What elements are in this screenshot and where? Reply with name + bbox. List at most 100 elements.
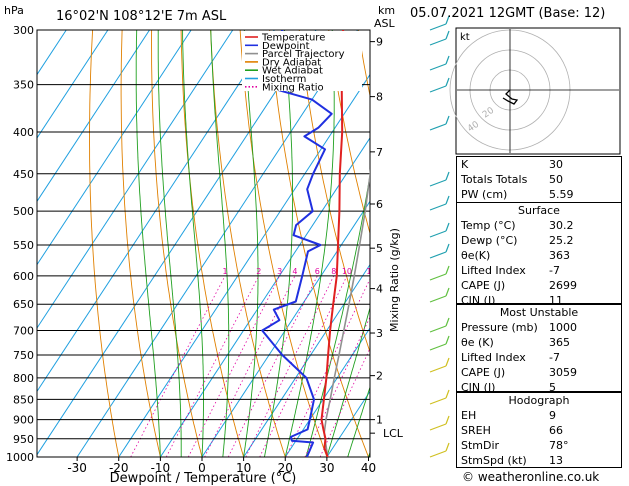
most-unstable-value: -7	[549, 351, 560, 364]
temperature-tick-label: 40	[361, 461, 376, 475]
surface-label: CAPE (J)	[461, 279, 506, 292]
surface-row: Dewp (°C) 25.2	[457, 233, 621, 248]
most-unstable-row: θe (K) 365	[457, 335, 621, 350]
legend-label: Isotherm	[262, 74, 306, 85]
temperature-tick-label: 0	[198, 461, 206, 475]
pressure-tick-label: 600	[13, 270, 34, 283]
hodograph-unit-label: kt	[460, 32, 470, 43]
mixing-ratio-label: 4	[292, 267, 297, 276]
legend-label: Dry Adiabat	[262, 57, 321, 68]
pressure-tick-label: 300	[13, 24, 34, 37]
hodograph-label: StmSpd (kt)	[461, 454, 527, 467]
pressure-tick-label: 750	[13, 349, 34, 362]
surface-value: 11	[549, 294, 563, 307]
wet-adiabat-line	[157, 30, 182, 457]
height-tick-label: 5	[376, 242, 383, 255]
most-unstable-value: 3059	[549, 366, 577, 379]
most-unstable-label: Pressure (mb)	[461, 321, 538, 334]
dry-adiabat-line	[328, 30, 370, 235]
dewpoint-line	[261, 30, 333, 457]
index-value: 5.59	[549, 188, 574, 201]
wind-barb	[445, 171, 450, 181]
wet-adiabat-line	[263, 30, 294, 457]
temperature-tick-label: -30	[67, 461, 87, 475]
mixing-ratio-label: 8	[331, 267, 336, 276]
surface-value: 30.2	[549, 219, 574, 232]
most-unstable-label: θe (K)	[461, 336, 494, 349]
pressure-tick-label: 500	[13, 205, 34, 218]
wind-barb	[445, 15, 450, 25]
surface-row: Lifted Index -7	[457, 263, 621, 278]
wind-barb	[445, 415, 450, 425]
mixing-ratio-line	[204, 275, 296, 457]
legend-label: Temperature	[261, 33, 325, 44]
wet-adiabat-line	[182, 30, 204, 457]
height-tick-label: 7	[376, 146, 383, 159]
hodograph-label: StmDir	[461, 439, 500, 452]
mixing-ratio-label: 6	[315, 267, 320, 276]
legend-label: Dewpoint	[262, 41, 310, 52]
index-label: K	[461, 158, 469, 171]
surface-label: θe(K)	[461, 249, 491, 262]
isotherm-line	[201, 200, 370, 457]
height-tick-label: 4	[376, 283, 383, 296]
mixing-ratio-label: 2	[256, 267, 261, 276]
dry-adiabat-line	[89, 30, 120, 457]
isotherm-line	[243, 263, 370, 457]
mixing-ratio-label: 3	[277, 267, 282, 276]
wind-barb	[445, 55, 450, 65]
wind-barb	[445, 335, 450, 345]
index-value: 30	[549, 158, 563, 171]
hodograph-row: StmSpd (kt) 13	[457, 453, 621, 468]
wind-barb	[429, 423, 447, 431]
wind-barb	[445, 389, 450, 399]
wind-barb	[445, 357, 450, 367]
surface-label: Dewp (°C)	[461, 234, 518, 247]
legend-label: Parcel Trajectory	[262, 49, 345, 60]
hodograph-value: 66	[549, 424, 563, 437]
legend-label: Wet Adiabat	[262, 66, 323, 77]
mixing-ratio-label: 15	[366, 267, 376, 276]
wind-barb	[445, 222, 450, 232]
hodograph-box	[455, 27, 621, 155]
isotherm-line	[37, 30, 275, 393]
wind-barb	[429, 365, 447, 373]
temperature-tick-label: -10	[151, 461, 171, 475]
isotherm-line	[37, 30, 109, 139]
wind-barb	[429, 343, 447, 351]
surface-label: Lifted Index	[461, 264, 526, 277]
pressure-tick-label: 450	[13, 168, 34, 181]
wind-barb	[445, 287, 450, 297]
wind-barb	[429, 123, 447, 131]
index-row: Totals Totals 50	[457, 172, 621, 187]
hodograph-trace	[502, 89, 519, 105]
surface-value: -7	[549, 264, 560, 277]
height-tick-label: 8	[376, 91, 383, 104]
wind-barb	[429, 273, 447, 281]
most-unstable-label: CIN (J)	[461, 381, 496, 394]
mixing-ratio-line	[165, 275, 260, 457]
index-value: 50	[549, 173, 563, 186]
hodograph-row: EH 9	[457, 408, 621, 423]
height-tick-label: 6	[376, 198, 383, 211]
wind-barb	[445, 317, 450, 327]
most-unstable-row: Pressure (mb) 1000	[457, 320, 621, 335]
hodograph-title: Hodograph	[508, 394, 570, 407]
height-tick-label: LCL	[383, 427, 404, 440]
isotherm-line	[159, 137, 370, 457]
height-tick-label: 1	[376, 414, 383, 427]
dry-adiabat-line	[120, 30, 161, 457]
index-row: PW (cm) 5.59	[457, 187, 621, 202]
temperature-tick-label: 20	[278, 461, 293, 475]
isotherm-line	[118, 73, 370, 457]
wind-barb	[445, 115, 450, 125]
surface-row: CIN (J) 11	[457, 293, 621, 308]
wet-adiabat-line	[135, 30, 161, 457]
mixing-ratio-line	[187, 275, 280, 457]
pressure-tick-label: 700	[13, 325, 34, 338]
most-unstable-value: 365	[549, 336, 570, 349]
isotherm-line	[76, 30, 359, 457]
surface-row: θe(K) 363	[457, 248, 621, 263]
wind-barb	[429, 397, 447, 405]
